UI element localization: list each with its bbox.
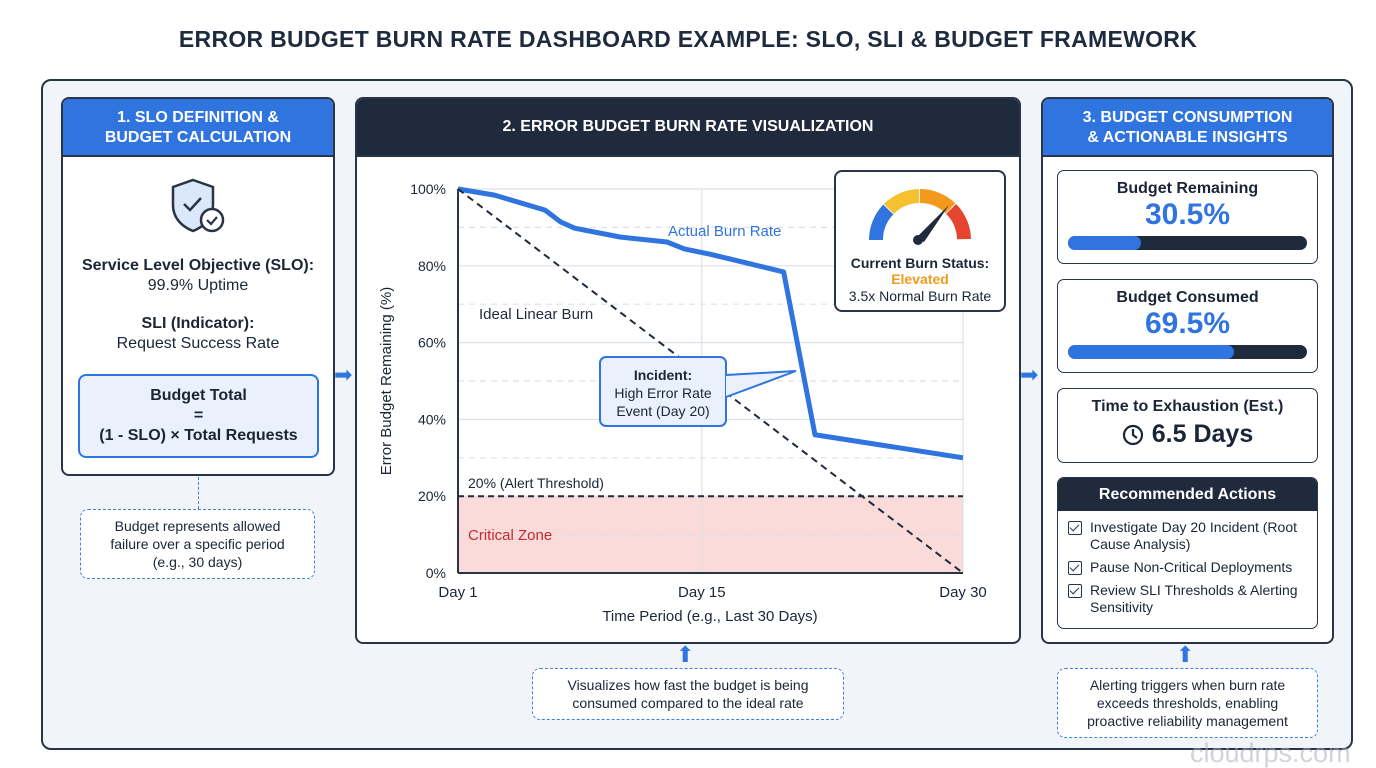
y-tick-label: 20% bbox=[418, 488, 446, 504]
sli-label: SLI (Indicator): bbox=[141, 315, 255, 332]
y-axis-label: Error Budget Remaining (%) bbox=[378, 287, 395, 475]
action-item[interactable]: Investigate Day 20 Incident (Root Cause … bbox=[1068, 519, 1317, 553]
header-line: & ACTIONABLE INSIGHTS bbox=[1087, 129, 1288, 146]
critical-zone-label: Critical Zone bbox=[468, 527, 552, 544]
arrow-up-icon: ⬆ bbox=[676, 642, 695, 667]
formula-equals: = bbox=[193, 407, 204, 424]
progress-fill bbox=[1068, 345, 1235, 359]
arrow-right-icon: ➡ bbox=[334, 362, 353, 387]
budget-consumed-value: 69.5% bbox=[1144, 307, 1231, 340]
action-label: Pause Non-Critical Deployments bbox=[1090, 559, 1293, 575]
progress-bar bbox=[1068, 345, 1307, 359]
panel-header: 3. BUDGET CONSUMPTION & ACTIONABLE INSIGH… bbox=[1043, 99, 1332, 157]
progress-fill bbox=[1068, 236, 1141, 250]
budget-remaining-card: Budget Remaining 30.5% bbox=[1057, 170, 1318, 264]
panel-header: 2. ERROR BUDGET BURN RATE VISUALIZATION bbox=[357, 99, 1019, 157]
y-tick-label: 100% bbox=[410, 181, 446, 197]
gauge-icon bbox=[869, 189, 971, 245]
header-line: 1. SLO DEFINITION & bbox=[117, 109, 279, 126]
slo-value: 99.9% Uptime bbox=[147, 277, 249, 294]
burn-rate-chart: 0% 20% 40% 60% 80% 100% Day 1 Day 15 Day 30 Time … bbox=[378, 181, 987, 625]
series-label: Actual Burn Rate bbox=[668, 223, 781, 240]
budget-consumed-card: Budget Consumed 69.5% bbox=[1057, 279, 1318, 373]
shield-check-icon bbox=[171, 178, 225, 233]
budget-note: Budget represents allowed failure over a… bbox=[80, 509, 315, 579]
checkbox-icon[interactable] bbox=[1068, 561, 1082, 575]
callout-pointer bbox=[725, 370, 797, 398]
card-label: Budget Remaining bbox=[1116, 180, 1259, 197]
callout-text: High Error Rate bbox=[614, 385, 712, 401]
gauge-hub bbox=[913, 235, 923, 245]
action-label: Investigate Day 20 Incident (Root Cause … bbox=[1090, 519, 1298, 552]
gauge-segment bbox=[869, 204, 894, 241]
checkbox-icon[interactable] bbox=[1068, 521, 1082, 535]
slo-definition-panel: 1. SLO DEFINITION & BUDGET CALCULATION Se… bbox=[61, 97, 335, 476]
progress-bar bbox=[1068, 236, 1307, 250]
exhaustion-value: 6.5 Days bbox=[1151, 420, 1254, 448]
y-tick-label: 60% bbox=[418, 335, 446, 351]
x-tick-label: Day 1 bbox=[438, 584, 477, 601]
alerting-note: Alerting triggers when burn rate exceeds… bbox=[1057, 668, 1318, 738]
callout-text: Event (Day 20) bbox=[616, 403, 710, 419]
gauge-needle bbox=[916, 205, 949, 242]
burn-status: Elevated bbox=[891, 271, 949, 287]
y-tick-label: 40% bbox=[418, 411, 446, 427]
exhaustion-card: Time to Exhaustion (Est.) 6.5 Days bbox=[1057, 388, 1318, 463]
checkbox-icon[interactable] bbox=[1068, 584, 1082, 598]
page-title: ERROR BUDGET BURN RATE DASHBOARD EXAMPLE… bbox=[178, 26, 1198, 52]
burn-rate-multiplier: 3.5x Normal Burn Rate bbox=[848, 288, 992, 304]
y-tick-label: 80% bbox=[418, 258, 446, 274]
watermark: cloudrps.com bbox=[1190, 738, 1351, 768]
arrow-right-icon: ➡ bbox=[1020, 362, 1039, 387]
action-item[interactable]: Pause Non-Critical Deployments bbox=[1068, 559, 1317, 576]
chart-note: Visualizes how fast the budget is being … bbox=[532, 668, 844, 720]
x-tick-label: Day 15 bbox=[678, 584, 726, 601]
header-line: 3. BUDGET CONSUMPTION bbox=[1082, 109, 1293, 126]
gauge-label: Current Burn Status: bbox=[850, 255, 990, 271]
panel-header: 1. SLO DEFINITION & BUDGET CALCULATION bbox=[63, 99, 333, 157]
card-label: Time to Exhaustion (Est.) bbox=[1091, 398, 1284, 415]
x-axis-label: Time Period (e.g., Last 30 Days) bbox=[602, 608, 817, 625]
budget-formula-box: Budget Total = (1 - SLO) × Total Request… bbox=[78, 374, 319, 458]
arrow-up-icon: ⬆ bbox=[1176, 642, 1195, 667]
connector bbox=[198, 477, 199, 509]
gauge-segment bbox=[945, 203, 971, 240]
gauge-segment bbox=[883, 189, 920, 215]
burn-status-gauge-card: Current Burn Status: Elevated 3.5x Norma… bbox=[834, 170, 1006, 312]
y-tick-label: 0% bbox=[426, 565, 446, 581]
card-label: Budget Consumed bbox=[1116, 289, 1259, 306]
action-label: Review SLI Thresholds & Alerting Sensiti… bbox=[1090, 582, 1298, 615]
actions-title: Recommended Actions bbox=[1058, 478, 1317, 511]
incident-callout: Incident: High Error Rate Event (Day 20) bbox=[599, 356, 727, 427]
formula-title: Budget Total bbox=[150, 387, 247, 404]
x-tick-label: Day 30 bbox=[939, 584, 987, 601]
formula: (1 - SLO) × Total Requests bbox=[99, 427, 298, 444]
series-label: Ideal Linear Burn bbox=[479, 306, 593, 323]
action-item[interactable]: Review SLI Thresholds & Alerting Sensiti… bbox=[1068, 582, 1317, 616]
threshold-label: 20% (Alert Threshold) bbox=[468, 475, 604, 491]
recommended-actions-card: Recommended Actions Investigate Day 20 I… bbox=[1057, 477, 1318, 629]
header-line: BUDGET CALCULATION bbox=[104, 129, 292, 146]
sli-value: Request Success Rate bbox=[116, 335, 280, 352]
clock-icon bbox=[1122, 424, 1143, 445]
callout-title: Incident: bbox=[633, 367, 693, 383]
gauge-segment bbox=[919, 189, 956, 214]
slo-label: Service Level Objective (SLO): bbox=[81, 257, 315, 274]
budget-remaining-value: 30.5% bbox=[1144, 198, 1231, 231]
actual-burn-line bbox=[457, 186, 964, 461]
